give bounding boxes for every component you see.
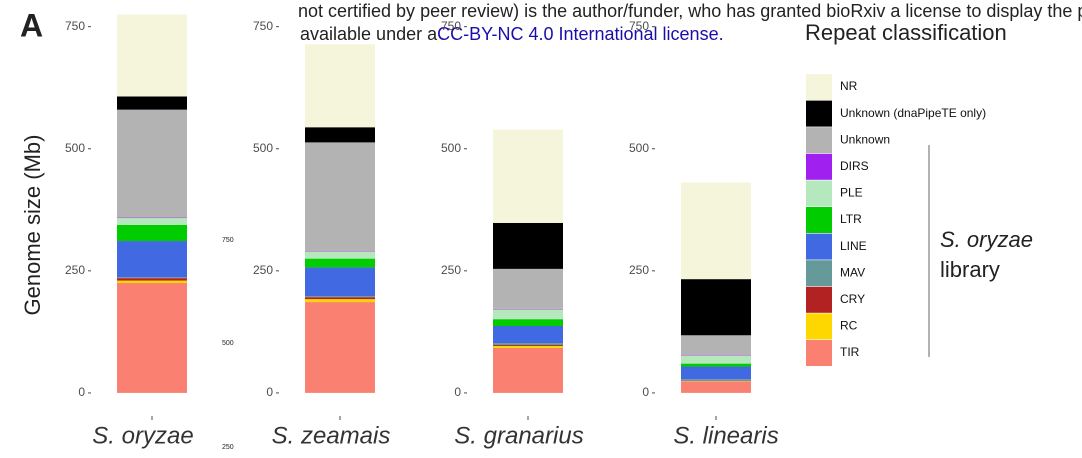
x-tick-label: S. granarius	[454, 422, 583, 449]
bar-segment	[493, 326, 563, 344]
bar-segment	[681, 381, 751, 393]
panel-label: A	[20, 7, 43, 43]
x-tick-label: S. oryzae	[92, 422, 193, 449]
bar-segment	[493, 345, 563, 347]
y-tick-label: 500	[629, 141, 649, 155]
bar-segment	[117, 278, 187, 281]
bar-segment	[493, 222, 563, 269]
bar-segment	[305, 267, 375, 297]
bar-segment	[493, 319, 563, 327]
y-tick-label: 250	[65, 263, 85, 277]
bar-segment	[305, 297, 375, 300]
legend-title: Repeat classification	[805, 20, 1007, 45]
bar-segment	[305, 296, 375, 298]
bar-segment	[305, 302, 375, 393]
bar-segment	[117, 277, 187, 279]
legend-label: TIR	[840, 345, 860, 359]
legend-label: NR	[840, 79, 858, 93]
bar-segment	[305, 44, 375, 128]
y-axis-label: Genome size (Mb)	[20, 135, 45, 316]
bar-segment	[493, 346, 563, 348]
legend-key	[806, 207, 832, 233]
bar-segment	[305, 258, 375, 268]
stray-label: 250	[222, 444, 234, 451]
legend-key	[806, 74, 832, 100]
bar-segment	[681, 182, 751, 280]
annotation: S. oryzae	[940, 227, 1033, 252]
y-tick-label: 250	[441, 263, 461, 277]
bar-segment	[305, 142, 375, 252]
legend-label: Unknown	[840, 132, 890, 146]
legend-label: Unknown (dnaPipeTE only)	[840, 106, 986, 120]
y-tick-label: 750	[65, 19, 85, 33]
bar-segment	[681, 335, 751, 356]
bar-segment	[681, 379, 751, 381]
legend-label: RC	[840, 319, 858, 333]
bar-segment	[493, 268, 563, 309]
header-text: available under a	[300, 24, 438, 44]
bar-segment	[117, 14, 187, 97]
bar-segment	[117, 280, 187, 284]
bar-segment	[493, 129, 563, 223]
bar-segment	[493, 347, 563, 393]
license-link[interactable]: CC-BY-NC 4.0 International license.	[437, 24, 723, 44]
header-line: not certified by peer review) is the aut…	[298, 1, 1082, 21]
legend-key	[806, 340, 832, 366]
legend-label: LINE	[840, 239, 867, 253]
legend-label: CRY	[840, 292, 865, 306]
x-tick-label: S. zeamais	[272, 422, 391, 449]
x-tick-label: S. linearis	[673, 422, 778, 449]
legend-key	[806, 153, 832, 180]
bar-segment	[681, 366, 751, 380]
legend-label: MAV	[840, 265, 865, 279]
annotation: library	[940, 257, 1000, 282]
legend-label: PLE	[840, 186, 863, 200]
legend-label: LTR	[840, 212, 862, 226]
legend-key	[806, 233, 832, 260]
bar-segment	[305, 251, 375, 259]
bar-segment	[117, 96, 187, 110]
y-tick-label: 750	[441, 19, 461, 33]
legend-label: DIRS	[840, 159, 869, 173]
stray-label: 500	[222, 340, 234, 347]
y-tick-label: 0	[78, 385, 85, 399]
bar-segment	[681, 355, 751, 364]
y-tick-label: 500	[253, 141, 273, 155]
bar-segment	[493, 309, 563, 320]
bar-segment	[305, 127, 375, 143]
y-tick-label: 750	[629, 19, 649, 33]
y-tick-label: 0	[642, 385, 649, 399]
legend-key	[806, 127, 832, 154]
bar-segment	[493, 343, 563, 346]
legend-key	[806, 313, 832, 340]
header-line: available under aCC-BY-NC 4.0 Internatio…	[300, 24, 724, 44]
y-tick-label: 500	[441, 141, 461, 155]
bar-segment	[305, 299, 375, 303]
y-tick-label: 0	[266, 385, 273, 399]
bar-segment	[681, 363, 751, 367]
y-tick-label: 250	[629, 263, 649, 277]
y-tick-label: 250	[253, 263, 273, 277]
legend-key	[806, 180, 832, 207]
y-tick-label: 0	[454, 385, 461, 399]
bar-segment	[681, 279, 751, 336]
bar-segment	[117, 218, 187, 225]
bar-segment	[117, 283, 187, 393]
bar-segment	[117, 109, 187, 218]
y-tick-label: 500	[65, 141, 85, 155]
legend-key	[806, 100, 832, 127]
y-tick-label: 750	[253, 19, 273, 33]
bar-segment	[117, 241, 187, 278]
legend-key	[806, 286, 832, 313]
legend-key	[806, 260, 832, 287]
bar-segment	[117, 224, 187, 242]
stray-label: 750	[222, 237, 234, 244]
